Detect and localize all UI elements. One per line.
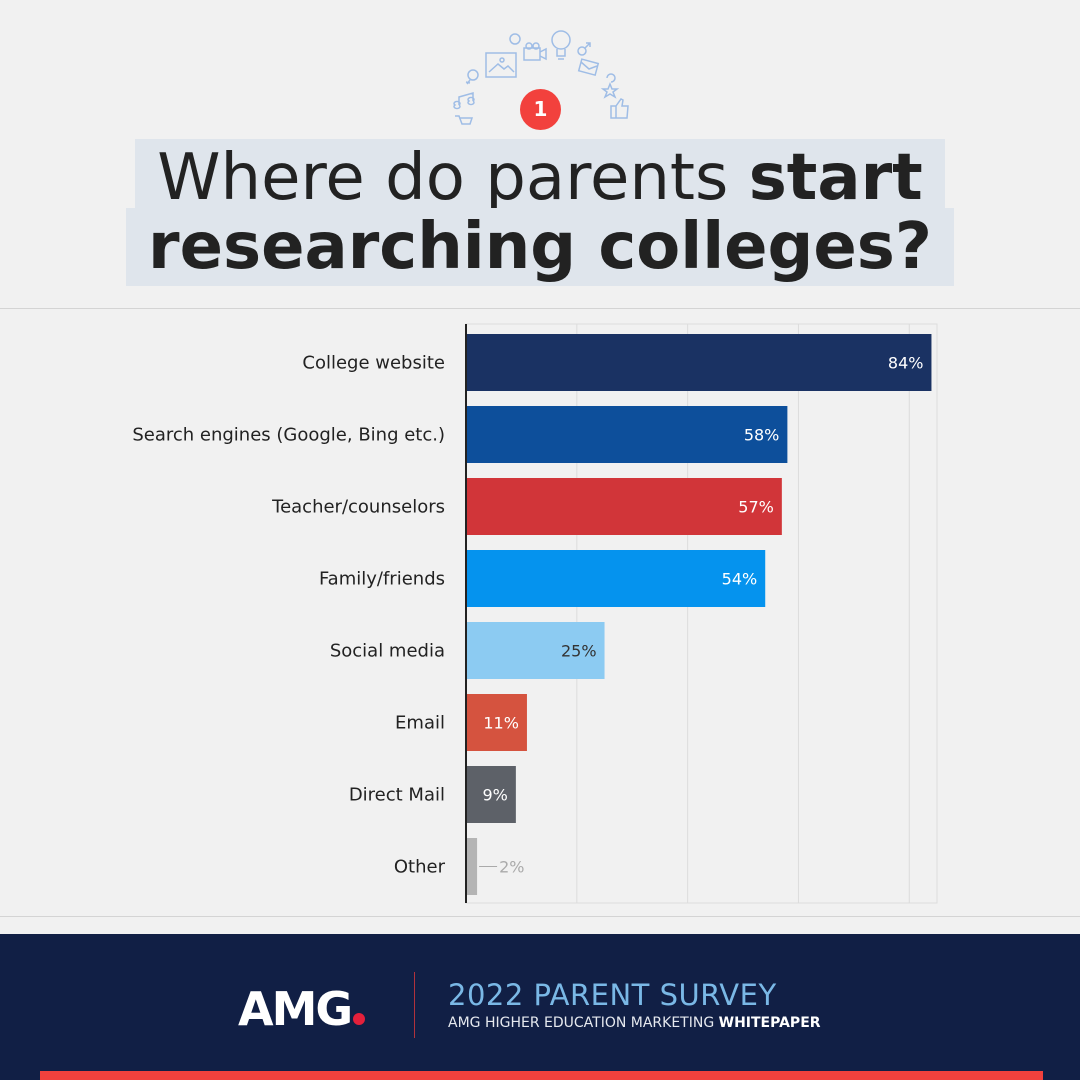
star-icon: [600, 81, 620, 99]
thumbs-up-icon: [610, 98, 629, 119]
category-label: Search engines (Google, Bing etc.): [132, 425, 445, 446]
data-label: 9%: [482, 786, 507, 805]
smiley-icon: [509, 33, 521, 45]
footer-banner: AMG 2022 PARENT SURVEY AMG HIGHER EDUCAT…: [0, 934, 1080, 1080]
footer-divider: [414, 972, 415, 1038]
survey-title: 2022 PARENT SURVEY: [448, 978, 777, 1012]
divider-top: [0, 308, 1080, 309]
bar-1: [466, 406, 788, 463]
video-camera-icon: [523, 42, 547, 61]
bar-4: [466, 622, 605, 679]
bar-6: [466, 766, 516, 823]
survey-subtitle: AMG HIGHER EDUCATION MARKETING WHITEPAPE…: [448, 1015, 821, 1031]
data-label: 2%: [499, 858, 524, 877]
title-normal-text: Where do parents: [157, 141, 749, 215]
bar-7: [466, 838, 478, 895]
step-number-badge: 1: [520, 89, 561, 130]
category-label: Direct Mail: [349, 785, 445, 806]
music-note-icon: [453, 92, 475, 110]
category-label: Social media: [330, 641, 445, 662]
title-bold-text: start: [748, 141, 923, 215]
category-label: College website: [302, 353, 445, 374]
page-title-line2: researching colleges?: [0, 208, 1080, 286]
picture-icon: [485, 52, 517, 78]
male-icon: [577, 42, 591, 56]
category-label: Other: [394, 857, 446, 878]
data-label: 84%: [888, 354, 924, 373]
bar-2: [466, 478, 782, 535]
page-title-line1: Where do parents start: [0, 139, 1080, 217]
cart-icon: [455, 115, 474, 125]
data-label: 54%: [722, 570, 758, 589]
lightbulb-icon: [551, 30, 571, 60]
divider-bottom: [0, 916, 1080, 917]
bar-chart: College website 84% Search engines (Google…: [132, 323, 938, 904]
category-label: Family/friends: [319, 569, 445, 590]
category-label: Email: [395, 713, 445, 734]
refresh-icon: [606, 73, 616, 83]
data-label: 57%: [738, 498, 774, 517]
decorative-icons-arc: [453, 30, 629, 125]
data-label: 58%: [744, 426, 780, 445]
envelope-icon: [577, 58, 600, 77]
female-icon: [465, 69, 479, 85]
data-label: 11%: [483, 714, 519, 733]
bar-3: [466, 550, 766, 607]
amg-logo: AMG: [238, 982, 366, 1036]
data-label: 25%: [561, 642, 597, 661]
category-label: Teacher/counselors: [271, 497, 445, 518]
bar-0: [466, 334, 932, 391]
title-bold-text-2: researching colleges?: [126, 208, 954, 286]
bar-5: [466, 694, 527, 751]
accent-bar: [40, 1071, 1043, 1080]
